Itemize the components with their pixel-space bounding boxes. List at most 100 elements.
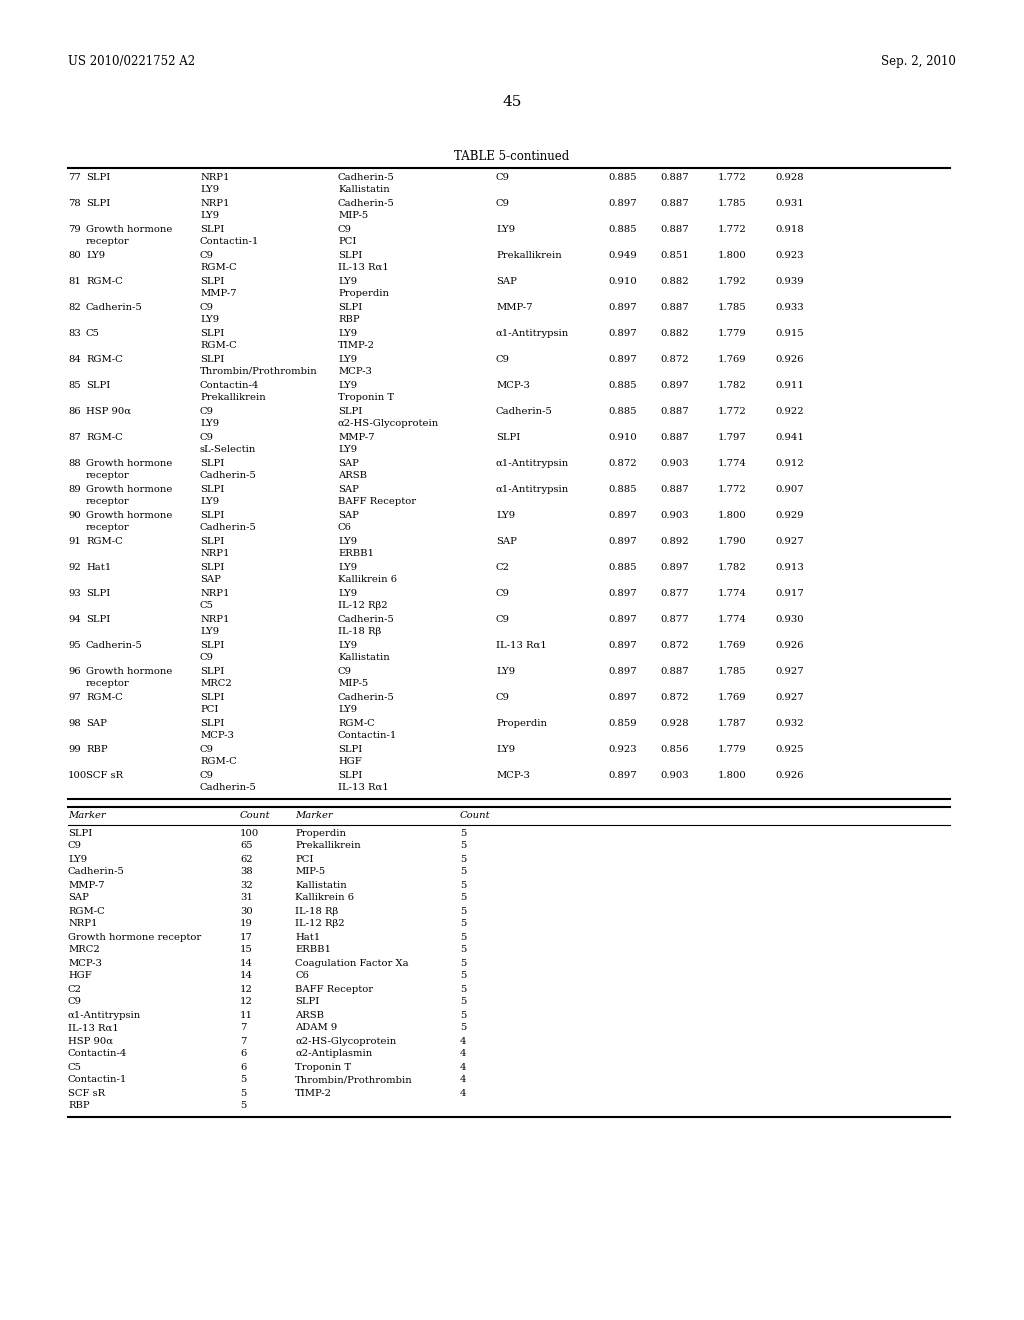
Text: LY9: LY9: [496, 667, 515, 676]
Text: 0.918: 0.918: [775, 224, 804, 234]
Text: 0.928: 0.928: [775, 173, 804, 182]
Text: C9: C9: [338, 224, 352, 234]
Text: 1.772: 1.772: [718, 173, 746, 182]
Text: 96: 96: [68, 667, 81, 676]
Text: LY9: LY9: [496, 511, 515, 520]
Text: 5: 5: [460, 880, 466, 890]
Text: Properdin: Properdin: [295, 829, 346, 837]
Text: 0.887: 0.887: [660, 667, 688, 676]
Text: 0.910: 0.910: [608, 433, 637, 442]
Text: Prekallikrein: Prekallikrein: [200, 392, 266, 401]
Text: Hat1: Hat1: [295, 932, 321, 941]
Text: receptor: receptor: [86, 496, 130, 506]
Text: TIMP-2: TIMP-2: [295, 1089, 332, 1097]
Text: 0.903: 0.903: [660, 459, 688, 469]
Text: SLPI: SLPI: [496, 433, 520, 442]
Text: 4: 4: [460, 1049, 467, 1059]
Text: 82: 82: [68, 304, 81, 312]
Text: 0.885: 0.885: [608, 407, 637, 416]
Text: 5: 5: [460, 1023, 466, 1032]
Text: α1-Antitrypsin: α1-Antitrypsin: [496, 329, 569, 338]
Text: 1.785: 1.785: [718, 199, 746, 209]
Text: 5: 5: [460, 998, 466, 1006]
Text: RGM-C: RGM-C: [200, 756, 237, 766]
Text: C9: C9: [496, 173, 510, 182]
Text: 1.782: 1.782: [718, 564, 746, 572]
Text: 4: 4: [460, 1063, 467, 1072]
Text: IL-13 Rα1: IL-13 Rα1: [338, 263, 389, 272]
Text: LY9: LY9: [338, 537, 357, 546]
Text: 79: 79: [68, 224, 81, 234]
Text: 0.911: 0.911: [775, 381, 804, 389]
Text: LY9: LY9: [200, 418, 219, 428]
Text: 0.887: 0.887: [660, 433, 688, 442]
Text: SLPI: SLPI: [338, 771, 362, 780]
Text: Cadherin-5: Cadherin-5: [338, 615, 395, 624]
Text: RBP: RBP: [68, 1101, 90, 1110]
Text: Contactin-4: Contactin-4: [200, 381, 259, 389]
Text: Cadherin-5: Cadherin-5: [200, 523, 257, 532]
Text: 90: 90: [68, 511, 81, 520]
Text: ERBB1: ERBB1: [295, 945, 331, 954]
Text: 0.887: 0.887: [660, 224, 688, 234]
Text: C5: C5: [68, 1063, 82, 1072]
Text: 0.897: 0.897: [608, 355, 637, 364]
Text: 1.772: 1.772: [718, 224, 746, 234]
Text: 0.877: 0.877: [660, 615, 688, 624]
Text: 0.897: 0.897: [608, 589, 637, 598]
Text: MMP-7: MMP-7: [68, 880, 104, 890]
Text: 0.885: 0.885: [608, 381, 637, 389]
Text: Cadherin-5: Cadherin-5: [338, 173, 395, 182]
Text: SLPI: SLPI: [338, 304, 362, 312]
Text: 77: 77: [68, 173, 81, 182]
Text: HSP 90α: HSP 90α: [68, 1036, 113, 1045]
Text: 5: 5: [460, 972, 466, 981]
Text: 0.887: 0.887: [660, 199, 688, 209]
Text: 1.769: 1.769: [718, 642, 746, 649]
Text: Growth hormone: Growth hormone: [86, 511, 172, 520]
Text: ERBB1: ERBB1: [338, 549, 374, 557]
Text: Growth hormone: Growth hormone: [86, 224, 172, 234]
Text: C9: C9: [200, 771, 214, 780]
Text: 98: 98: [68, 719, 81, 729]
Text: SCF sR: SCF sR: [86, 771, 123, 780]
Text: 1.769: 1.769: [718, 355, 746, 364]
Text: LY9: LY9: [338, 589, 357, 598]
Text: 83: 83: [68, 329, 81, 338]
Text: IL-18 Rβ: IL-18 Rβ: [295, 907, 338, 916]
Text: 5: 5: [240, 1076, 247, 1085]
Text: α2-HS-Glycoprotein: α2-HS-Glycoprotein: [338, 418, 439, 428]
Text: 93: 93: [68, 589, 81, 598]
Text: 6: 6: [240, 1063, 246, 1072]
Text: 38: 38: [240, 867, 253, 876]
Text: 1.792: 1.792: [718, 277, 746, 286]
Text: LY9: LY9: [338, 445, 357, 454]
Text: 1.779: 1.779: [718, 329, 746, 338]
Text: 0.927: 0.927: [775, 537, 804, 546]
Text: 0.927: 0.927: [775, 667, 804, 676]
Text: SLPI: SLPI: [200, 642, 224, 649]
Text: 5: 5: [460, 958, 466, 968]
Text: receptor: receptor: [86, 470, 130, 479]
Text: C9: C9: [68, 842, 82, 850]
Text: 0.897: 0.897: [608, 615, 637, 624]
Text: Kallistatin: Kallistatin: [295, 880, 347, 890]
Text: Cadherin-5: Cadherin-5: [200, 783, 257, 792]
Text: 4: 4: [460, 1076, 467, 1085]
Text: 0.872: 0.872: [660, 355, 688, 364]
Text: LY9: LY9: [200, 496, 219, 506]
Text: 5: 5: [460, 932, 466, 941]
Text: Count: Count: [460, 810, 490, 820]
Text: 89: 89: [68, 484, 81, 494]
Text: MIP-5: MIP-5: [295, 867, 326, 876]
Text: 0.885: 0.885: [608, 173, 637, 182]
Text: SLPI: SLPI: [200, 224, 224, 234]
Text: 0.882: 0.882: [660, 329, 688, 338]
Text: α1-Antitrypsin: α1-Antitrypsin: [68, 1011, 141, 1019]
Text: 0.897: 0.897: [608, 511, 637, 520]
Text: Growth hormone: Growth hormone: [86, 484, 172, 494]
Text: 0.887: 0.887: [660, 407, 688, 416]
Text: LY9: LY9: [338, 705, 357, 714]
Text: 0.927: 0.927: [775, 693, 804, 702]
Text: BAFF Receptor: BAFF Receptor: [295, 985, 373, 994]
